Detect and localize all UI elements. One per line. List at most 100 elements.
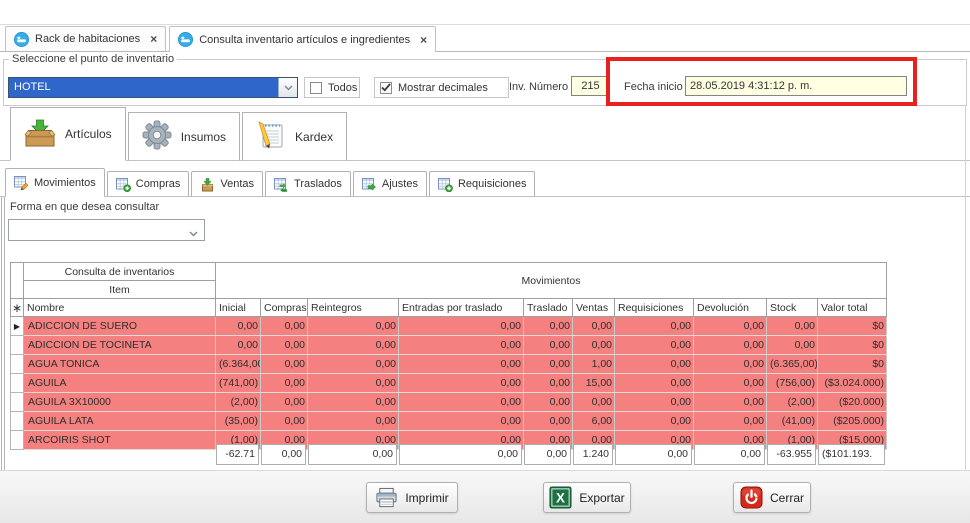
fecha-inicio-field[interactable]: 28.05.2019 4:31:12 p. m.	[685, 76, 907, 96]
window-tab[interactable]: Consulta inventario artículos e ingredie…	[169, 26, 437, 52]
subtab-movimientos[interactable]: Movimientos	[5, 168, 105, 197]
table-cell[interactable]: $0	[817, 316, 887, 336]
table-cell[interactable]: 0,00	[398, 411, 524, 431]
table-cell[interactable]: 0,00	[614, 411, 694, 431]
table-cell[interactable]: 0,00	[398, 335, 524, 355]
maintab-kardex[interactable]: Kardex	[242, 112, 348, 161]
table-row[interactable]: ▶ ADICCION DE SUERO 0,00 0,00 0,00 0,00 0,00 0,…	[10, 316, 887, 336]
table-cell[interactable]: 0,00	[693, 354, 767, 374]
inv-numero-field[interactable]: 215	[571, 76, 610, 96]
table-cell[interactable]: 0,00	[766, 316, 818, 336]
column-header-entradas[interactable]: Entradas por traslado	[398, 298, 524, 317]
table-cell[interactable]: 0,00	[523, 373, 573, 393]
table-cell[interactable]: 0,00	[307, 335, 399, 355]
cell-nombre[interactable]: AGUILA 3X10000	[23, 392, 216, 412]
table-cell[interactable]: 0,00	[693, 373, 767, 393]
table-cell[interactable]: 0,00	[614, 373, 694, 393]
cell-nombre[interactable]: AGUILA LATA	[23, 411, 216, 431]
table-cell[interactable]: 0,00	[523, 354, 573, 374]
row-selector[interactable]	[10, 411, 24, 431]
column-header-stock[interactable]: Stock	[766, 298, 818, 317]
table-cell[interactable]: 0,00	[215, 335, 261, 355]
cell-nombre[interactable]: ADICCION DE TOCINETA	[23, 335, 216, 355]
table-cell[interactable]: $0	[817, 354, 887, 374]
table-cell[interactable]: 0,00	[614, 335, 694, 355]
table-row[interactable]: AGUILA 3X10000 (2,00) 0,00 0,00 0,00 0,00 0,00…	[10, 392, 887, 412]
row-selector[interactable]	[10, 373, 24, 393]
subtab-ventas[interactable]: Ventas	[191, 171, 264, 197]
table-cell[interactable]: 0,00	[307, 373, 399, 393]
table-cell[interactable]: 0,00	[693, 335, 767, 355]
table-cell[interactable]: 0,00	[260, 411, 308, 431]
column-header-devolucion[interactable]: Devolución	[693, 298, 767, 317]
table-cell[interactable]: 0,00	[398, 392, 524, 412]
cell-nombre[interactable]: ADICCION DE SUERO	[23, 316, 216, 336]
checkbox-checked-icon[interactable]	[380, 81, 392, 94]
table-cell[interactable]: 0,00	[614, 392, 694, 412]
column-header-inicial[interactable]: Inicial	[215, 298, 261, 317]
table-cell[interactable]: 0,00	[307, 316, 399, 336]
table-cell[interactable]: ($3.024.000)	[817, 373, 887, 393]
table-row[interactable]: AGUILA (741,00) 0,00 0,00 0,00 0,00 15,00 0,00 0…	[10, 373, 887, 393]
table-cell[interactable]: 0,00	[260, 335, 308, 355]
column-header-requisiciones[interactable]: Requisiciones	[614, 298, 694, 317]
window-tab[interactable]: Rack de habitaciones ×	[5, 26, 167, 51]
row-selector[interactable]	[10, 335, 24, 355]
table-cell[interactable]: 0,00	[572, 316, 615, 336]
table-cell[interactable]: 0,00	[260, 373, 308, 393]
column-header-reintegros[interactable]: Reintegros	[307, 298, 399, 317]
table-cell[interactable]: 0,00	[260, 316, 308, 336]
cell-nombre[interactable]: AGUA TONICA	[23, 354, 216, 374]
table-cell[interactable]: 0,00	[398, 354, 524, 374]
table-cell[interactable]: ($20.000)	[817, 392, 887, 412]
close-icon[interactable]: ×	[420, 32, 428, 47]
cerrar-button[interactable]: Cerrar	[733, 482, 811, 513]
table-cell[interactable]: 0,00	[215, 316, 261, 336]
table-cell[interactable]: 0,00	[398, 316, 524, 336]
table-cell[interactable]: 0,00	[614, 316, 694, 336]
subtab-compras[interactable]: Compras	[106, 171, 190, 197]
table-row[interactable]: ADICCION DE TOCINETA 0,00 0,00 0,00 0,00 0,00…	[10, 335, 887, 355]
mostrar-decimales-checkbox[interactable]: Mostrar decimales	[374, 77, 509, 98]
table-cell[interactable]: 0,00	[523, 335, 573, 355]
table-cell[interactable]: 0,00	[693, 411, 767, 431]
table-cell[interactable]: 6,00	[572, 411, 615, 431]
table-cell[interactable]: 0,00	[307, 411, 399, 431]
table-cell[interactable]: (2,00)	[766, 392, 818, 412]
table-cell[interactable]: 0,00	[614, 354, 694, 374]
table-cell[interactable]: (6.364,00)	[215, 354, 261, 374]
close-icon[interactable]: ×	[150, 32, 158, 46]
table-cell[interactable]: 0,00	[260, 354, 308, 374]
subtab-ajustes[interactable]: Ajustes	[352, 171, 427, 197]
table-cell[interactable]: 0,00	[572, 392, 615, 412]
table-cell[interactable]: 0,00	[260, 392, 308, 412]
query-form-select[interactable]	[8, 219, 205, 241]
subtab-requisiciones[interactable]: Requisiciones	[428, 171, 536, 197]
column-header-valor-total[interactable]: Valor total	[817, 298, 887, 317]
maintab-insumos[interactable]: Insumos	[127, 112, 241, 161]
cell-nombre[interactable]: AGUILA	[23, 373, 216, 393]
checkbox-unchecked-icon[interactable]	[310, 81, 322, 94]
column-header-nombre[interactable]: Nombre	[23, 298, 216, 317]
maintab-articulos[interactable]: Artículos	[10, 107, 126, 161]
table-cell[interactable]: (6.365,00)	[766, 354, 818, 374]
cell-nombre[interactable]: ARCOIRIS SHOT	[23, 430, 216, 450]
table-cell[interactable]: 0,00	[766, 335, 818, 355]
table-cell[interactable]: 0,00	[307, 392, 399, 412]
column-header-compras[interactable]: Compras	[260, 298, 308, 317]
exportar-button[interactable]: X Exportar	[543, 482, 631, 513]
table-cell[interactable]: 0,00	[523, 392, 573, 412]
row-selector[interactable]	[10, 354, 24, 374]
subtab-traslados[interactable]: Traslados	[265, 171, 351, 197]
table-cell[interactable]: 0,00	[307, 354, 399, 374]
column-header-traslado[interactable]: Traslado	[523, 298, 573, 317]
row-selector[interactable]	[10, 430, 24, 450]
table-cell[interactable]: (741,00)	[215, 373, 261, 393]
table-cell[interactable]: 0,00	[693, 316, 767, 336]
table-cell[interactable]: 0,00	[572, 335, 615, 355]
table-cell[interactable]: 1,00	[572, 354, 615, 374]
table-cell[interactable]: (41,00)	[766, 411, 818, 431]
table-cell[interactable]: 0,00	[693, 392, 767, 412]
row-selector[interactable]	[10, 392, 24, 412]
chevron-down-icon[interactable]	[278, 78, 297, 97]
